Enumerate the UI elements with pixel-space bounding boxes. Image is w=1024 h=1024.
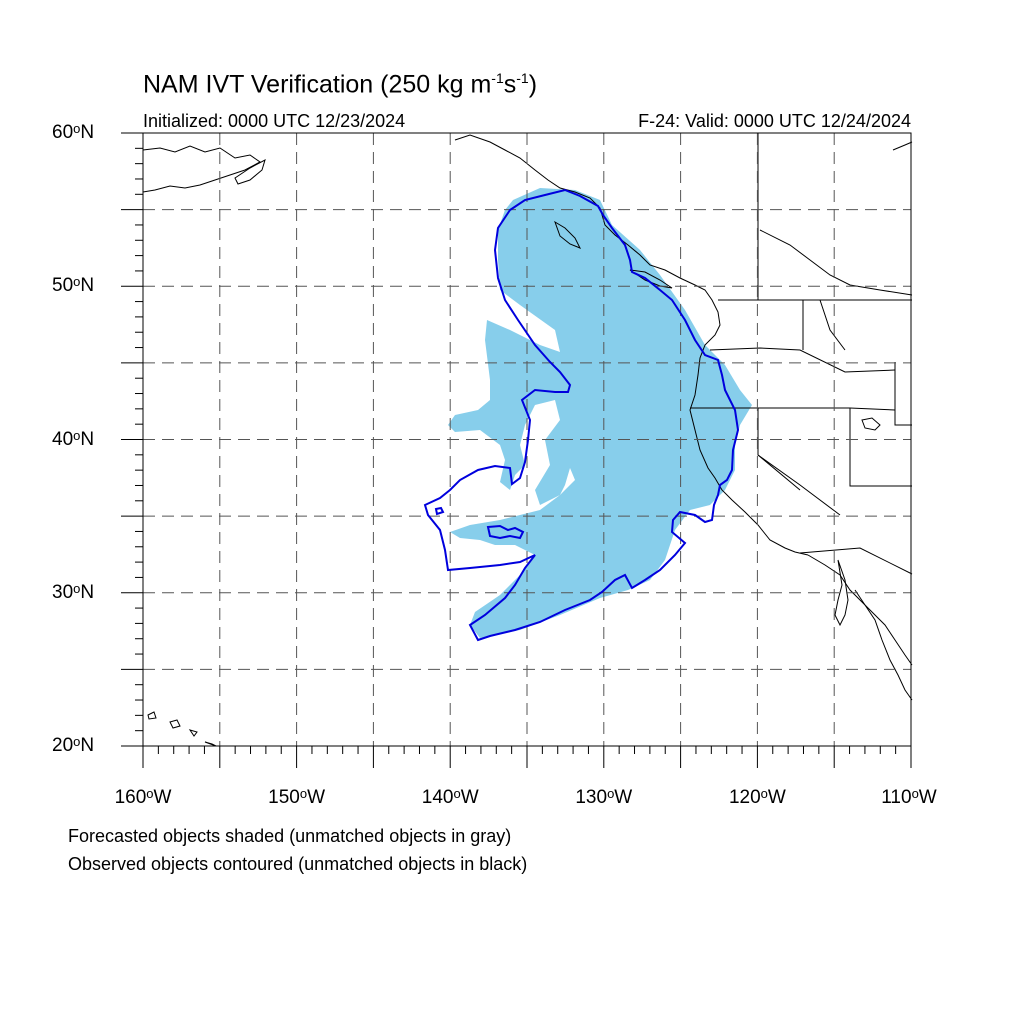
forecast-objects [448, 188, 752, 638]
lon-label: 120oW [728, 786, 786, 808]
lon-label: 140oW [421, 786, 479, 808]
note-forecast: Forecasted objects shaded (unmatched obj… [68, 826, 512, 846]
plot-title: NAM IVT Verification (250 kg m-1s-1) [143, 70, 538, 99]
lon-label: 160oW [114, 786, 172, 808]
lon-label: 130oW [575, 786, 633, 808]
lat-label: 60oN [52, 121, 95, 143]
lon-label: 150oW [268, 786, 326, 808]
note-observed: Observed objects contoured (unmatched ob… [68, 854, 528, 874]
lat-label: 30oN [52, 580, 95, 603]
lat-lon-grid [143, 133, 911, 746]
lat-label: 20oN [52, 734, 95, 756]
coastlines [142, 134, 913, 747]
political-borders [690, 133, 913, 575]
lat-label: 50oN [52, 274, 95, 297]
valid-time: F-24: Valid: 0000 UTC 12/24/2024 [638, 111, 911, 131]
plot-frame [121, 132, 912, 768]
initialized-time: Initialized: 0000 UTC 12/23/2024 [143, 111, 406, 131]
observed-contour-small-1 [434, 506, 445, 516]
observed-contour-small-2 [486, 524, 525, 540]
lon-label: 110oW [881, 786, 937, 808]
lat-label: 40oN [52, 427, 95, 450]
observed-contour-main [423, 188, 740, 642]
observed-objects [423, 188, 740, 642]
forecast-object-main [448, 188, 752, 638]
